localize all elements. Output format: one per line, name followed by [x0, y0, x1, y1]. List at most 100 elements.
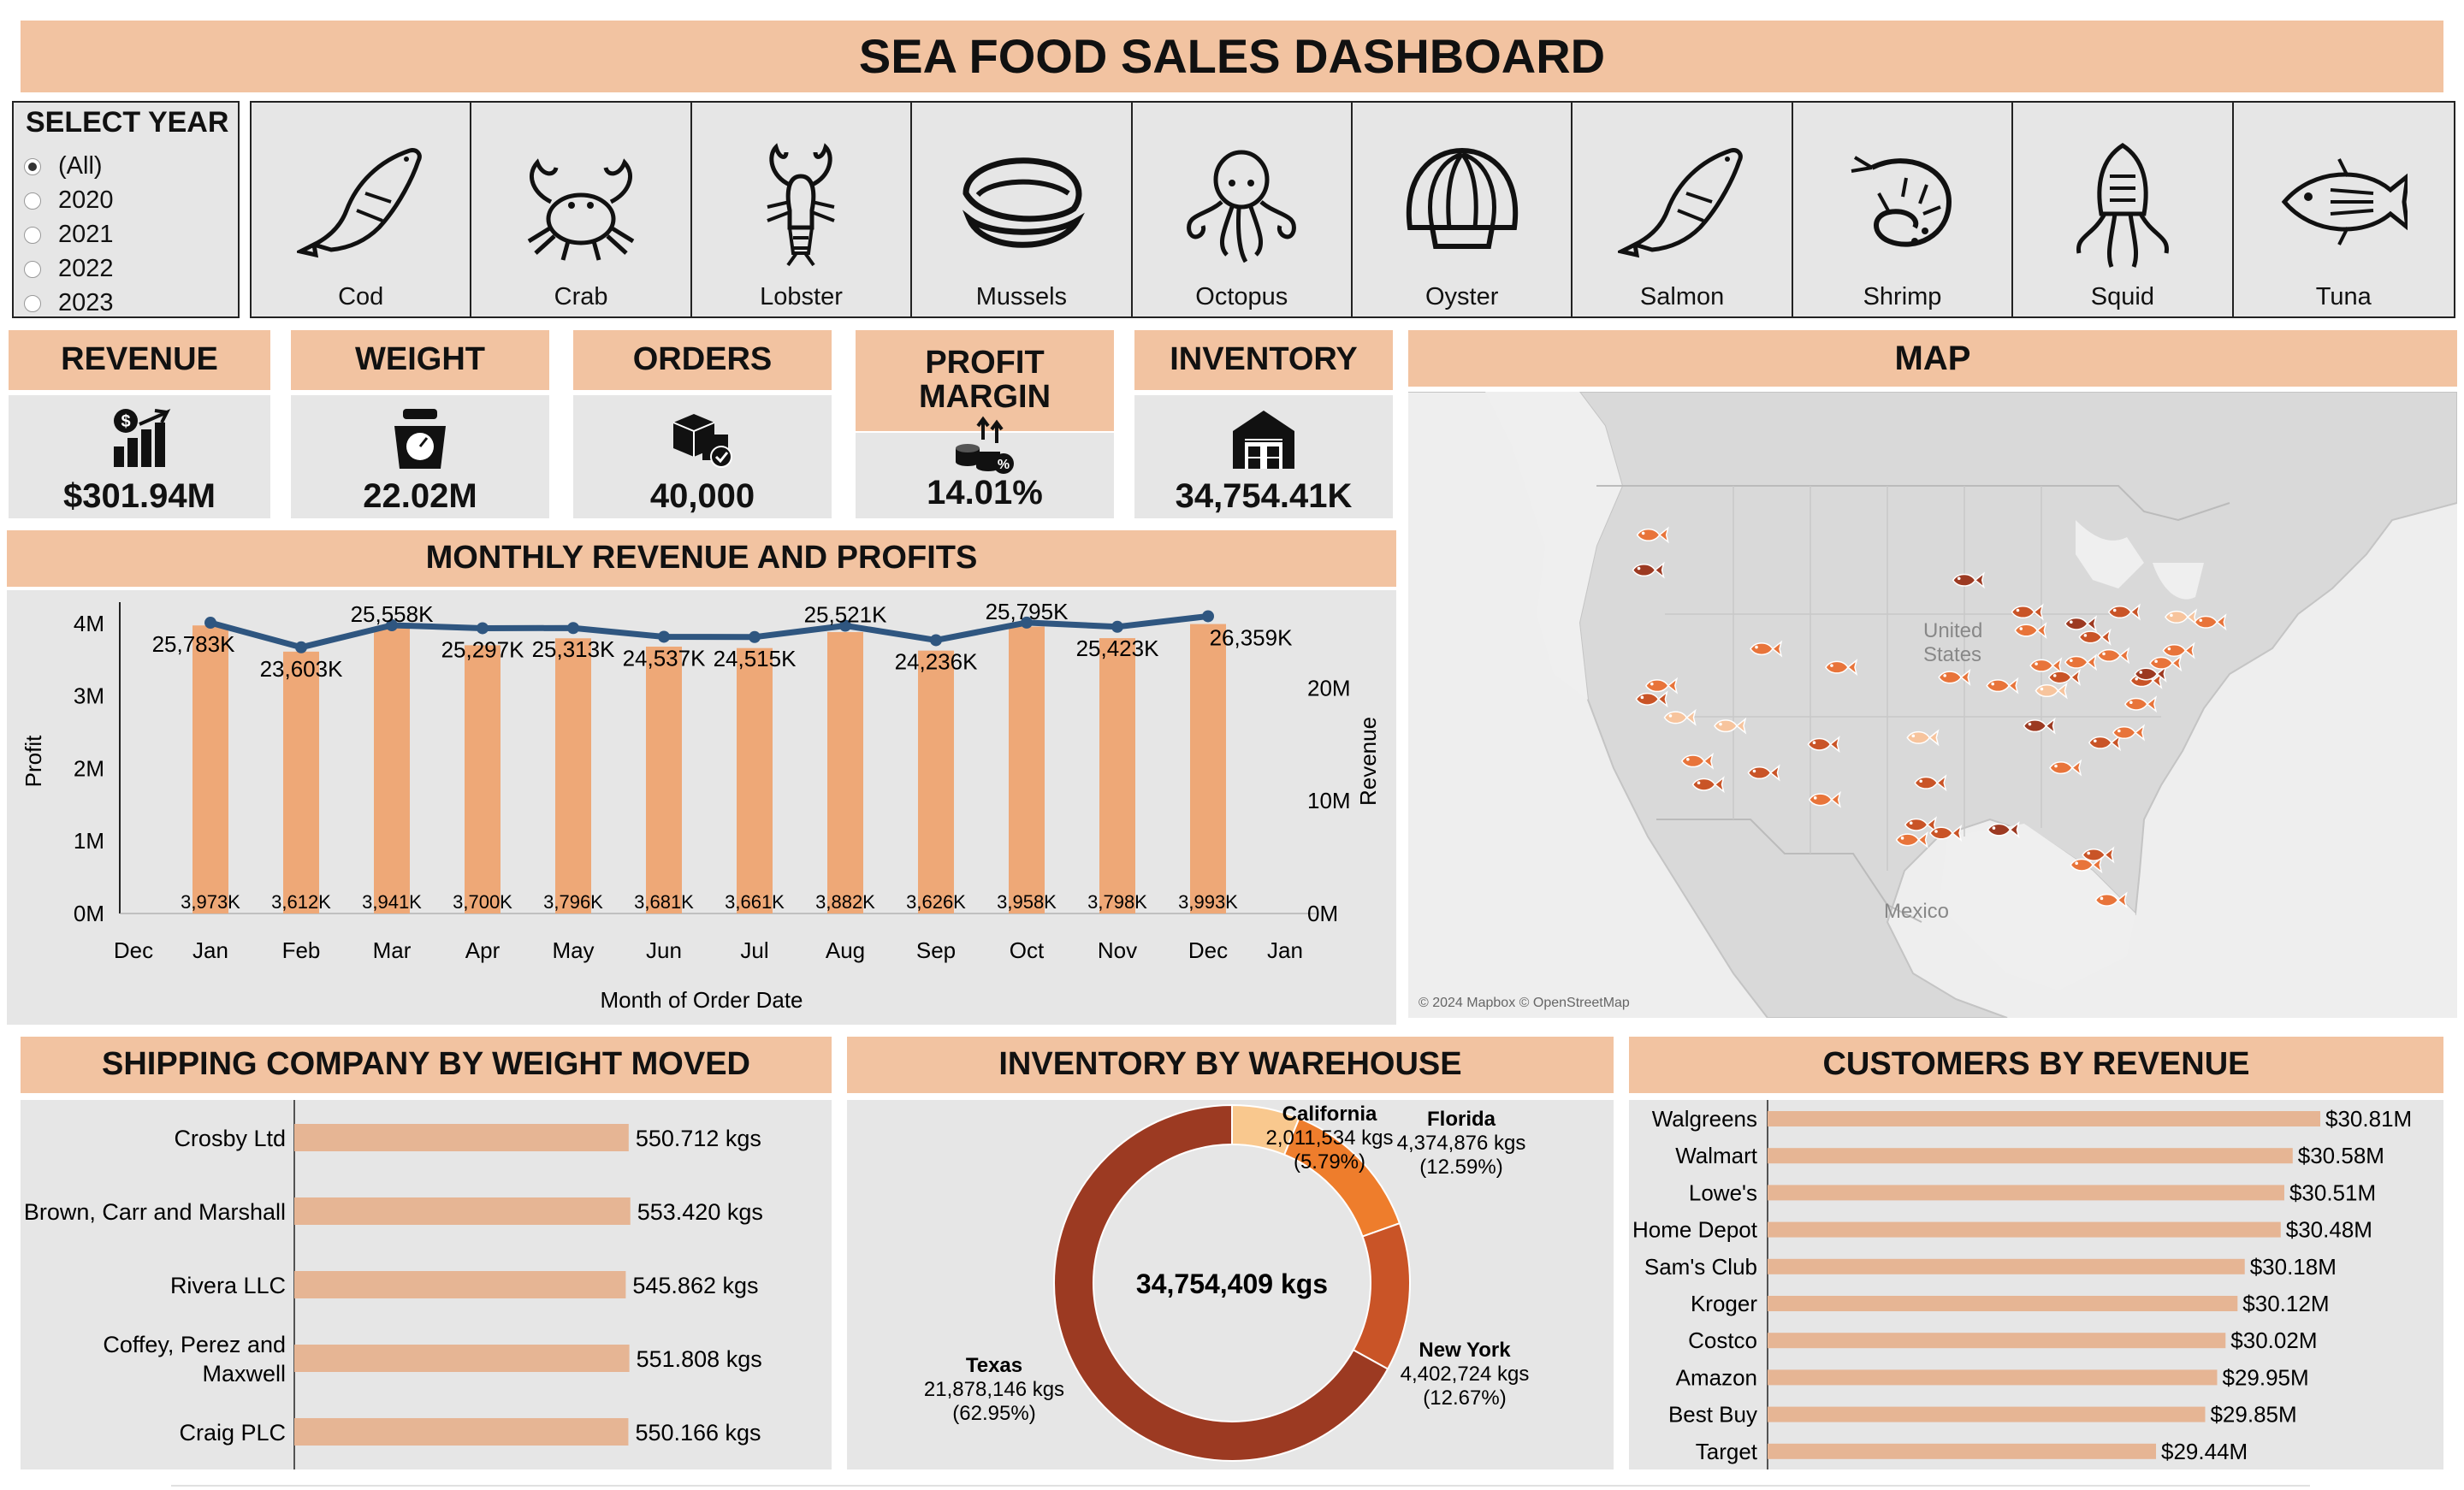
year-option-2023[interactable]: 2023 — [24, 289, 114, 317]
species-mussels[interactable]: Mussels — [912, 103, 1133, 316]
fish-marker[interactable] — [2078, 628, 2112, 646]
donut-slice-new-york[interactable] — [1352, 1221, 1411, 1370]
fish-marker[interactable] — [2014, 622, 2047, 640]
fish-marker[interactable] — [2082, 846, 2115, 864]
fish-marker[interactable] — [2194, 613, 2227, 631]
revenue-point[interactable] — [386, 619, 398, 632]
revenue-point[interactable] — [839, 619, 851, 632]
year-option-2022[interactable]: 2022 — [24, 255, 114, 283]
fish-marker[interactable] — [1986, 677, 2019, 695]
revenue-point[interactable] — [477, 622, 489, 635]
species-salmon[interactable]: Salmon — [1573, 103, 1793, 316]
profit-bar[interactable] — [646, 646, 682, 914]
fish-marker[interactable] — [2011, 603, 2044, 621]
radio-icon[interactable] — [24, 157, 41, 175]
species-lobster[interactable]: Lobster — [692, 103, 913, 316]
fish-marker[interactable] — [1904, 816, 1937, 834]
customer-bar[interactable] — [1768, 1148, 2293, 1164]
radio-icon[interactable] — [24, 260, 41, 278]
shipping-bar[interactable] — [294, 1124, 629, 1151]
customer-bar[interactable] — [1768, 1443, 2157, 1459]
profit-bar[interactable] — [465, 645, 500, 914]
customer-bar[interactable] — [1768, 1185, 2284, 1201]
fish-marker[interactable] — [1825, 659, 1858, 677]
revenue-point[interactable] — [658, 630, 670, 643]
revenue-point[interactable] — [749, 630, 761, 643]
fish-marker[interactable] — [1635, 690, 1668, 708]
fish-marker[interactable] — [1644, 677, 1679, 695]
fish-marker[interactable] — [2112, 724, 2146, 742]
map-panel[interactable]: United States Mexico © 2024 Mapbox © Ope… — [1408, 392, 2457, 1018]
profit-bar[interactable] — [1009, 626, 1045, 914]
profit-bar[interactable] — [1190, 624, 1226, 914]
radio-icon[interactable] — [24, 226, 41, 244]
fish-marker[interactable] — [1663, 708, 1697, 726]
shipping-bar[interactable] — [294, 1197, 631, 1225]
fish-marker[interactable] — [1807, 736, 1840, 754]
fish-marker[interactable] — [2029, 657, 2063, 675]
donut-slice-texas[interactable] — [1053, 1103, 1389, 1462]
fish-marker[interactable] — [1914, 774, 1947, 792]
customer-bar[interactable] — [1768, 1369, 2218, 1386]
revenue-point[interactable] — [930, 634, 942, 647]
fish-marker[interactable] — [1895, 831, 1928, 848]
fish-marker[interactable] — [1632, 561, 1665, 579]
revenue-point[interactable] — [1202, 610, 1214, 623]
fish-marker[interactable] — [2047, 668, 2081, 686]
fish-marker[interactable] — [1691, 776, 1725, 794]
fish-marker[interactable] — [1906, 729, 1940, 747]
fish-marker[interactable] — [1952, 571, 1985, 589]
revenue-point[interactable] — [295, 641, 307, 653]
fish-marker[interactable] — [1636, 526, 1669, 544]
revenue-point[interactable] — [567, 622, 579, 635]
revenue-line[interactable] — [210, 612, 1209, 651]
profit-bar[interactable] — [283, 651, 319, 914]
fish-marker[interactable] — [2035, 682, 2068, 700]
fish-marker[interactable] — [2023, 717, 2056, 735]
map-canvas[interactable] — [1408, 392, 2457, 1018]
profit-bar[interactable] — [192, 625, 228, 914]
shipping-bar[interactable] — [294, 1271, 626, 1298]
fish-marker[interactable] — [2165, 608, 2198, 626]
fish-marker[interactable] — [2123, 695, 2158, 713]
fish-marker[interactable] — [2070, 856, 2103, 874]
profit-bar[interactable] — [555, 638, 591, 914]
revenue-point[interactable] — [1111, 620, 1123, 633]
profit-bar[interactable] — [1099, 638, 1135, 914]
species-crab[interactable]: Crab — [471, 103, 692, 316]
fish-marker[interactable] — [1750, 640, 1783, 658]
fish-marker[interactable] — [1714, 717, 1747, 735]
species-squid[interactable]: Squid — [2013, 103, 2234, 316]
profit-bar[interactable] — [827, 631, 863, 914]
species-tuna[interactable]: Tuna — [2234, 103, 2454, 316]
year-option-all[interactable]: (All) — [24, 152, 103, 180]
species-oyster[interactable]: Oyster — [1353, 103, 1573, 316]
radio-icon[interactable] — [24, 192, 41, 210]
customer-bar[interactable] — [1768, 1333, 2226, 1349]
fish-marker[interactable] — [1680, 752, 1715, 770]
fish-marker[interactable] — [2064, 653, 2098, 671]
fish-marker[interactable] — [2094, 891, 2128, 909]
fish-marker[interactable] — [2107, 603, 2141, 621]
customer-bar[interactable] — [1768, 1258, 2245, 1274]
fish-marker[interactable] — [2049, 759, 2082, 777]
fish-marker[interactable] — [2088, 734, 2122, 752]
revenue-point[interactable] — [1021, 616, 1033, 629]
year-option-2021[interactable]: 2021 — [24, 221, 114, 249]
customer-bar[interactable] — [1768, 1111, 2320, 1126]
profit-bar[interactable] — [374, 627, 410, 914]
fish-marker[interactable] — [1747, 764, 1780, 782]
fish-marker[interactable] — [1987, 821, 2020, 839]
fish-marker[interactable] — [1808, 790, 1841, 808]
species-shrimp[interactable]: Shrimp — [1793, 103, 2014, 316]
fish-marker[interactable] — [2097, 647, 2130, 665]
fish-marker[interactable] — [2064, 615, 2098, 633]
customer-bar[interactable] — [1768, 1406, 2206, 1422]
profit-bar[interactable] — [737, 647, 773, 914]
fish-marker[interactable] — [2149, 654, 2183, 672]
fish-marker[interactable] — [1929, 825, 1963, 842]
customer-bar[interactable] — [1768, 1296, 2238, 1311]
revenue-point[interactable] — [204, 617, 216, 630]
fish-marker[interactable] — [2162, 642, 2195, 659]
year-option-2020[interactable]: 2020 — [24, 186, 114, 215]
